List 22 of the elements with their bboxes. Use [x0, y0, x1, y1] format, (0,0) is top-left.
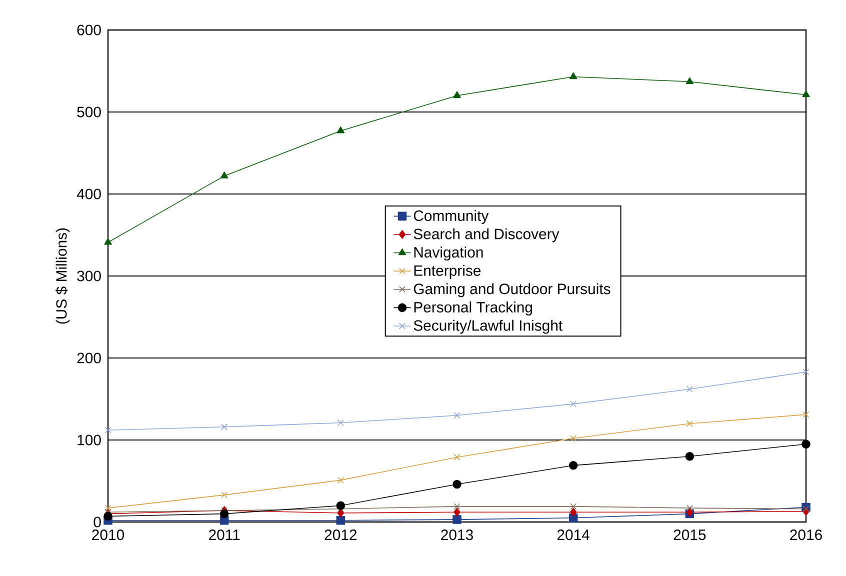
legend-label: Personal Tracking — [414, 302, 532, 316]
legend-label: Enterprise — [414, 264, 481, 279]
legend-label: Security/Lawful Inisght — [414, 320, 563, 334]
x-tick-label: 2016 — [790, 530, 822, 540]
legend-label: Search and Discovery — [414, 228, 560, 242]
x-tick-label: 2011 — [209, 530, 240, 540]
x-tick-label: 2012 — [324, 530, 357, 540]
x-tick-label: 2015 — [674, 530, 706, 540]
y-tick-label: 500 — [77, 106, 101, 118]
x-tick-label: 2013 — [441, 530, 473, 540]
y-tick-label: 300 — [77, 270, 101, 282]
y-tick-label: 200 — [77, 352, 101, 364]
x-tick-label: 2010 — [92, 530, 124, 540]
y-axis-title: (US $ Millions) — [56, 228, 70, 324]
y-tick-label: 0 — [94, 516, 101, 528]
y-tick-label: 100 — [78, 434, 101, 446]
legend-label: Community — [414, 210, 489, 224]
y-tick-label: 400 — [76, 188, 101, 200]
legend-label: Navigation — [414, 246, 483, 261]
x-tick-label: 2014 — [557, 530, 590, 540]
legend-label: Gaming and Outdoor Pursuits — [414, 283, 610, 298]
y-tick-label: 600 — [77, 24, 101, 36]
